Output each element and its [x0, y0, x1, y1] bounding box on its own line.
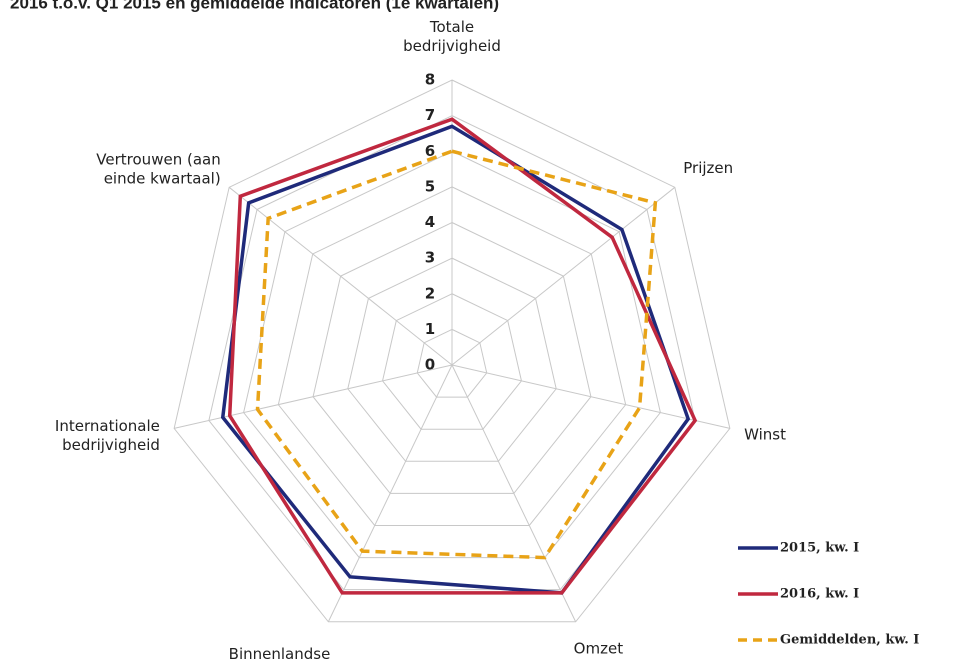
spoke	[327, 364, 453, 622]
grid-ring	[312, 221, 592, 494]
grid-ring	[173, 79, 731, 623]
axis-label: Prijzen	[683, 159, 733, 177]
grid-ring	[416, 328, 488, 398]
spoke	[451, 364, 730, 429]
grid-ring	[277, 186, 627, 526]
r-tick-label: 4	[425, 213, 435, 231]
legend-label: 2015, kw. I	[780, 541, 859, 556]
legend-label: 2016, kw. I	[780, 587, 859, 602]
series-line	[220, 124, 691, 595]
r-tick-label: 5	[425, 177, 435, 195]
axis-label: Omzet	[574, 639, 624, 657]
spoke	[228, 186, 453, 366]
spoke	[451, 186, 676, 366]
grid-ring	[347, 257, 557, 462]
r-tick-label: 2	[425, 284, 435, 302]
grid-ring	[208, 115, 696, 591]
axis-label: Binnenlandsebedrijvigheid	[229, 644, 331, 661]
r-tick-label: 7	[425, 106, 435, 124]
axis-label: Internationale bedrijvigheid	[55, 417, 160, 454]
spoke	[174, 364, 453, 429]
axis-label: Winst	[744, 426, 786, 444]
r-tick-label: 0	[425, 356, 435, 374]
axis-label: Vertrouwen (aan einde kwartaal)	[96, 150, 220, 187]
grid-ring	[381, 293, 523, 430]
r-tick-label: 3	[425, 249, 435, 267]
legend-label: Gemiddelden, kw. I	[780, 633, 919, 648]
series-line	[227, 117, 698, 595]
r-tick-label: 8	[425, 71, 435, 89]
series-line	[255, 149, 658, 560]
r-tick-label: 6	[425, 142, 435, 160]
spoke	[451, 364, 577, 622]
grid-ring	[243, 150, 661, 559]
r-tick-label: 1	[425, 320, 435, 338]
axis-label: Totale bedrijvigheid	[403, 18, 501, 55]
chart-title: 2016 t.o.v. Q1 2015 en gemiddelde indica…	[10, 0, 499, 12]
